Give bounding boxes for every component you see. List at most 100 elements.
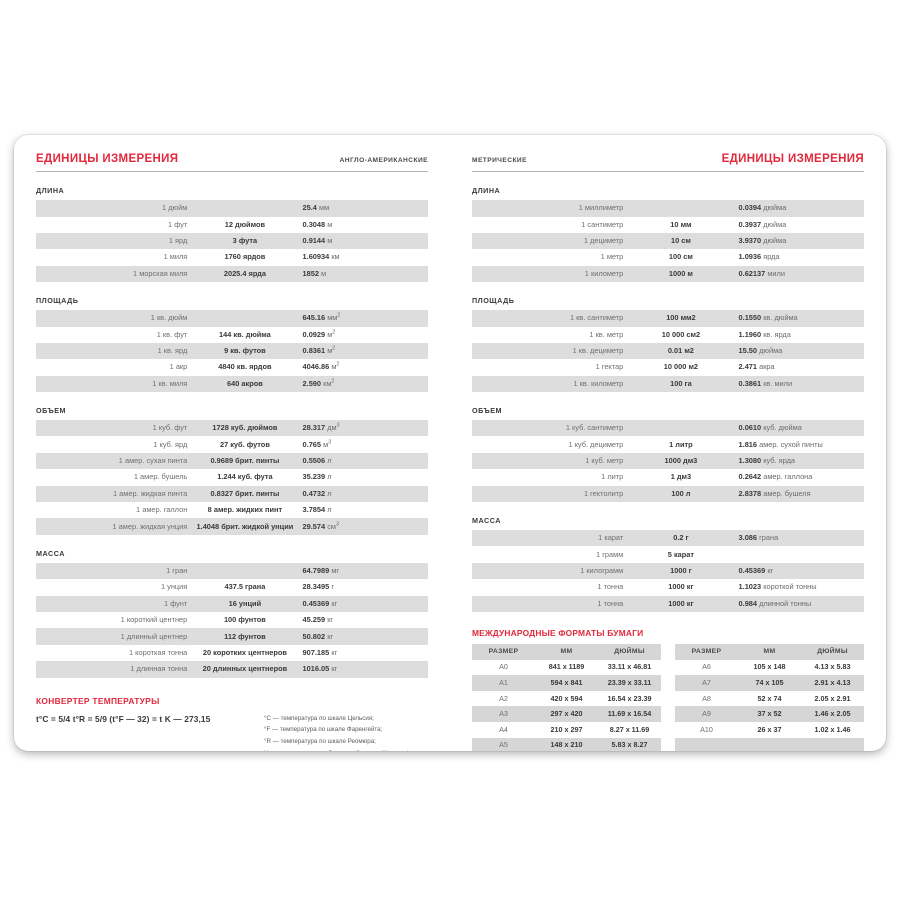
cell-unit: 1 тонна (597, 598, 624, 608)
paper-table-left: РАЗМЕР ММ ДЮЙМЫ A0 841 x 1189 33.11 x 46.81 A1… (472, 644, 661, 751)
table-row: 1 дециметр 10 см 3.9370 дюйма (472, 232, 864, 250)
section-title: ДЛИНА (36, 186, 65, 196)
section-title: ПЛОЩАДЬ (36, 296, 79, 306)
cell-equivalent: 12 дюймов (224, 219, 266, 229)
conversion-section: ДЛИНА 1 миллиметр 0.0394 дюйма 1 сантиметр 1… (472, 186, 864, 283)
cell-unit: 1 гран (166, 565, 188, 575)
temperature-legend: °C — температура по шкале Цельсия; °F — т… (264, 713, 409, 751)
cell-paper-mm: 37 x 52 (757, 709, 782, 719)
cell-result: 0.62137 мили (738, 268, 785, 278)
cell-equivalent: 100 га (670, 378, 692, 388)
section-title: МАССА (36, 548, 65, 558)
table-row: 1 ярд 3 фута 0.9144 м (36, 232, 428, 250)
cell-equivalent: 20 коротких центнеров (202, 647, 287, 657)
cell-equivalent (191, 563, 298, 579)
cell-unit: 1 морская миля (133, 268, 188, 278)
cell-paper-mm: 74 x 105 (755, 678, 784, 688)
cell-equivalent: 20 длинных центнеров (202, 664, 288, 674)
paper-formats-title: МЕЖДУНАРОДНЫЕ ФОРМАТЫ БУМАГИ (472, 628, 644, 638)
cell-result: 28.317 дм3 (302, 422, 340, 433)
cell-result: 50.802 кг (302, 631, 334, 641)
table-row: 1 амер. бушель 1.244 куб. фута 35.239 л (36, 469, 428, 485)
cell-unit: 1 карат (598, 533, 624, 543)
table-row: 1 унция 437.5 грана 28.3495 г (36, 579, 428, 595)
cell-paper-inch: 5.83 x 8.27 (611, 740, 648, 750)
cell-result: 3.7854 л (302, 505, 332, 515)
conversion-section: ПЛОЩАДЬ 1 кв. сантиметр 100 мм2 0.1550 кв. … (472, 296, 864, 393)
cell-result: 1016.05 кг (302, 664, 338, 674)
table-row: 1 килограмм 1000 г 0.45369 кг (472, 562, 864, 580)
table-row: 1 миля 1760 ярдов 1.60934 км (36, 249, 428, 265)
cell-paper-inch: 2.05 x 2.91 (814, 693, 851, 703)
table-row: 1 фунт 16 унций 0.45369 кг (36, 595, 428, 612)
cell-paper-size: A1 (499, 678, 508, 688)
cell-result: 0.3861 кв. мили (738, 378, 793, 388)
table-row: A8 52 x 74 2.05 x 2.91 (675, 691, 864, 707)
cell-result (735, 546, 864, 562)
cell-result: 2.471 акра (738, 362, 775, 372)
cell-paper-mm: 841 x 1189 (548, 662, 585, 672)
table-row: 1 кв. километр 100 га 0.3861 кв. мили (472, 375, 864, 393)
cell-result: 1.0936 ярда (738, 252, 780, 262)
cell-paper-mm: 210 x 297 (550, 724, 583, 734)
cell-equivalent: 100 фунтов (223, 615, 266, 625)
cell-equivalent (191, 310, 298, 326)
table-row: 1 гектар 10 000 м2 2.471 акра (472, 359, 864, 375)
cell-result: 0.3048 м (302, 219, 333, 229)
cell-paper-mm: 26 x 37 (757, 724, 782, 734)
cell-result: 1.3080 куб. ярда (738, 456, 796, 465)
section-title: ДЛИНА (472, 186, 501, 196)
cell-paper-size: A9 (702, 709, 711, 719)
cell-unit: 1 фунт (163, 598, 188, 608)
cell-equivalent: 1 дм3 (670, 472, 692, 482)
conversion-table: 1 кв. дюйм 645.16 мм2 1 кв. фут 144 кв. дюй… (36, 310, 428, 393)
cell-unit: 1 тонна (597, 582, 624, 592)
paper-column-header: РАЗМЕР (691, 648, 722, 656)
cell-result: 0.765 м3 (302, 439, 332, 449)
cell-equivalent: 437.5 грана (224, 582, 266, 592)
cell-unit: 1 кв. дециметр (572, 346, 624, 356)
conversion-table: 1 гран 64.7989 мг 1 унция 437.5 грана 28.349… (36, 562, 428, 678)
cell-unit: 1 унция (160, 582, 188, 592)
cell-unit: 1 кв. дюйм (150, 313, 188, 323)
table-row: 1 километр 1000 м 0.62137 мили (472, 265, 864, 283)
cell-result: 0.0610 куб. дюйма (738, 423, 802, 433)
cell-paper-mm: 52 x 74 (757, 693, 782, 703)
cell-paper-mm: 420 x 594 (550, 693, 583, 703)
cell-equivalent: 10 мм (670, 219, 692, 229)
cell-equivalent: 112 фунтов (224, 631, 266, 641)
table-row: 1 длинная тонна 20 длинных центнеров 1016.… (36, 661, 428, 678)
table-row: 1 кв. ярд 9 кв. футов 0.8361 м2 (36, 342, 428, 360)
cell-result: 0.984 длинной тонны (738, 598, 812, 608)
cell-result: 0.2642 амер. галлона (738, 472, 813, 482)
cell-paper-size: A6 (702, 662, 711, 672)
right-sections: ДЛИНА 1 миллиметр 0.0394 дюйма 1 сантиметр 1… (472, 186, 864, 612)
cell-result: 0.1550 кв. дюйма (738, 313, 798, 323)
cell-unit: 1 амер. сухая пинта (118, 456, 188, 465)
cell-result: 28.3495 г (302, 582, 335, 592)
cell-paper-size: A0 (499, 662, 508, 672)
cell-unit: 1 кв. метр (589, 329, 624, 339)
conversion-section: МАССА 1 карат 0.2 г 3.086 грана 1 грамм 5 кар… (472, 516, 864, 612)
cell-unit: 1 миллиметр (578, 203, 624, 213)
cell-unit: 1 кв. километр (573, 378, 624, 388)
temperature-legend-line: °F — температура по шкале Фаренгейта; (264, 726, 383, 734)
cell-equivalent: 10 см (670, 236, 691, 246)
cell-equivalent (191, 200, 298, 216)
cell-result: 2.590 км2 (302, 378, 335, 388)
cell-paper-size: A10 (700, 724, 713, 734)
table-row: 1 кв. фут 144 кв. дюйма 0.0929 м2 (36, 327, 428, 343)
paper-header-row: РАЗМЕР ММ ДЮЙМЫ (675, 644, 864, 660)
cell-equivalent: 8 амер. жидких пинт (207, 505, 283, 515)
cell-unit: 1 кв. ярд (157, 346, 188, 356)
cell-result: 4046.86 м2 (302, 361, 340, 372)
cell-paper-mm: 148 x 210 (550, 740, 583, 750)
cell-paper-size: A8 (702, 693, 711, 703)
cell-unit: 1 кв. фут (156, 329, 188, 339)
cell-equivalent: 27 куб. футов (219, 439, 270, 449)
conversion-section: ДЛИНА 1 дюйм 25.4 мм 1 фут 12 дюймов 0.3048 м… (36, 186, 428, 283)
table-row: 1 куб. метр 1000 дм3 1.3080 куб. ярда (472, 452, 864, 470)
table-row: 1 грамм 5 карат (472, 546, 864, 562)
cell-equivalent: 16 унций (228, 598, 262, 608)
cell-unit: 1 длинный центнер (120, 631, 188, 641)
